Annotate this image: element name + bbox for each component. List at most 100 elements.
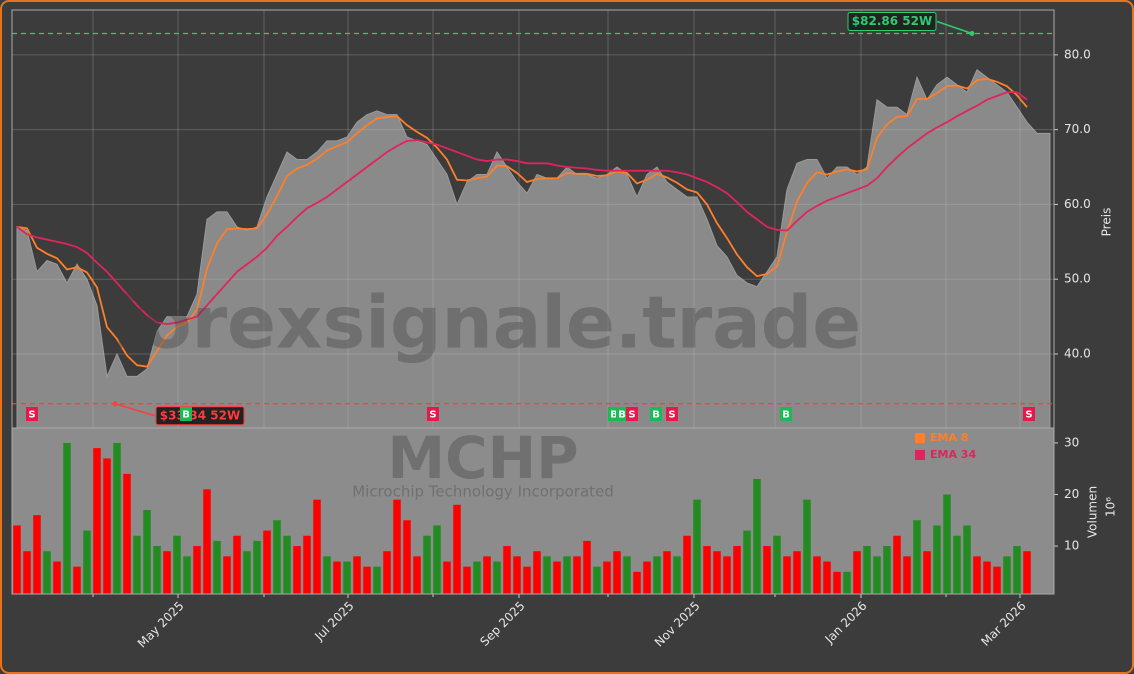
signal-marker <box>666 407 678 421</box>
volume-bar <box>673 556 681 594</box>
volume-bar <box>713 551 721 594</box>
volume-bar <box>73 566 81 594</box>
volume-axis-label: Volumen <box>1086 486 1100 538</box>
company-watermark: Microchip Technology Incorporated <box>352 483 614 501</box>
volume-bar <box>293 546 301 594</box>
volume-bar <box>573 556 581 594</box>
volume-bar <box>903 556 911 594</box>
volume-bar <box>563 556 571 594</box>
volume-bar <box>1023 551 1031 594</box>
volume-bar <box>53 561 61 594</box>
volume-unit: 10⁶ <box>1104 497 1118 517</box>
volume-bar <box>643 561 651 594</box>
volume-bar <box>433 525 441 594</box>
volume-bar <box>803 499 811 594</box>
volume-bar <box>213 540 221 594</box>
volume-bar <box>133 535 141 594</box>
volume-bar <box>993 566 1001 594</box>
watermark: forexsignale.trade <box>111 281 861 365</box>
signal-marker <box>780 407 792 421</box>
annotation-label: $33.34 52W <box>160 408 240 422</box>
volume-bar <box>863 546 871 594</box>
signal-marker <box>626 407 638 421</box>
close-area <box>16 69 1051 429</box>
volume-bar <box>183 556 191 594</box>
legend-swatch <box>915 450 925 460</box>
volume-bar <box>33 515 41 594</box>
volume-bar <box>373 566 381 594</box>
volume-bar <box>963 525 971 594</box>
volume-bar <box>703 546 711 594</box>
volume-bar <box>763 546 771 594</box>
volume-bar <box>63 442 71 594</box>
ema-line <box>16 77 1028 368</box>
volume-bar <box>473 561 481 594</box>
volume-bar <box>113 442 121 594</box>
volume-bar <box>873 556 881 594</box>
volume-bar <box>203 489 211 594</box>
volume-bar <box>653 556 661 594</box>
y-tick-label: 20 <box>1064 487 1079 501</box>
signal-label: S <box>628 410 635 421</box>
volume-bar <box>783 556 791 594</box>
volume-bar <box>593 566 601 594</box>
symbol-watermark: MCHP <box>387 424 578 492</box>
volume-bar <box>793 551 801 594</box>
volume-bar <box>523 566 531 594</box>
signal-label: B <box>610 410 618 421</box>
volume-bar <box>413 556 421 594</box>
y-tick-label: 30 <box>1064 435 1079 449</box>
volume-bar <box>353 556 361 594</box>
volume-bar <box>553 561 561 594</box>
volume-bar <box>723 556 731 594</box>
signal-label: S <box>28 410 35 421</box>
volume-bar <box>123 473 131 594</box>
volume-bar <box>923 551 931 594</box>
ema-line <box>16 91 1028 325</box>
volume-bar <box>613 551 621 594</box>
volume-bar <box>13 525 21 594</box>
annotation-point <box>969 30 975 36</box>
legend-swatch <box>915 433 925 443</box>
volume-bar <box>1003 556 1011 594</box>
volume-bar <box>443 561 451 594</box>
volume-bar <box>403 520 411 594</box>
volume-bar <box>493 561 501 594</box>
volume-bar <box>383 551 391 594</box>
volume-bar <box>843 571 851 594</box>
volume-bar <box>393 499 401 594</box>
volume-bar <box>323 556 331 594</box>
volume-bar <box>933 525 941 594</box>
volume-bar <box>893 535 901 594</box>
signal-label: B <box>618 410 626 421</box>
annotation-box <box>847 11 937 31</box>
volume-bar <box>343 561 351 594</box>
volume-bar <box>363 566 371 594</box>
volume-bar <box>233 535 241 594</box>
volume-bar <box>83 530 91 594</box>
volume-bar <box>243 551 251 594</box>
volume-bar <box>693 499 701 594</box>
volume-bar <box>683 535 691 594</box>
y-tick-label: 70.0 <box>1064 122 1091 136</box>
legend-label: EMA 34 <box>930 448 976 461</box>
y-tick-label: 50.0 <box>1064 272 1091 286</box>
signal-marker <box>180 407 192 421</box>
volume-bar <box>773 535 781 594</box>
volume-bar <box>533 551 541 594</box>
volume-bar <box>193 546 201 594</box>
volume-bar <box>733 546 741 594</box>
volume-bar <box>503 546 511 594</box>
volume-bar <box>103 458 111 594</box>
volume-bar <box>263 530 271 594</box>
volume-bar <box>453 504 461 594</box>
volume-bar <box>543 556 551 594</box>
volume-bar <box>883 546 891 594</box>
signal-marker <box>26 407 38 421</box>
y-tick-label: 60.0 <box>1064 197 1091 211</box>
annotation-point <box>112 401 118 407</box>
volume-bar <box>853 551 861 594</box>
volume-bar <box>603 561 611 594</box>
volume-bar <box>173 535 181 594</box>
